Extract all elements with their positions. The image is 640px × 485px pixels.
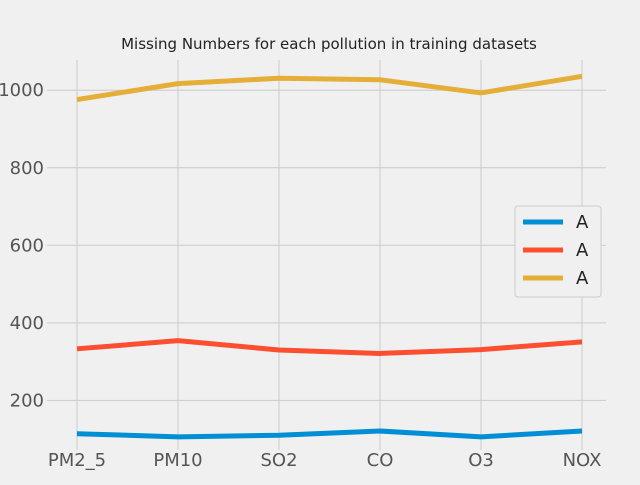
y-tick-label: 800 — [10, 158, 44, 179]
series-group — [77, 341, 582, 354]
x-tick-label: SO2 — [260, 450, 297, 471]
series-line — [77, 431, 582, 437]
x-tick-label: O3 — [468, 450, 494, 471]
x-tick-label: CO — [367, 450, 394, 471]
legend: AAA — [515, 206, 601, 297]
series-group — [77, 76, 582, 99]
y-tick-label: 1000 — [0, 80, 44, 101]
axis-ticks: 200 400 600 800 1000 PM2_5 PM10 SO2 CO O3 NOX — [0, 80, 601, 471]
y-tick-label: 200 — [10, 390, 44, 411]
y-tick-label: 600 — [10, 235, 44, 256]
legend-label: A — [576, 212, 589, 233]
x-tick-label: PM10 — [153, 450, 202, 471]
x-tick-label: NOX — [563, 450, 602, 471]
series-group — [77, 431, 582, 437]
chart-title: Missing Numbers for each pollution in tr… — [121, 35, 537, 53]
series-lines — [77, 76, 582, 437]
series-line — [77, 341, 582, 354]
series-line — [77, 76, 582, 99]
x-tick-label: PM2_5 — [48, 450, 106, 471]
legend-label: A — [576, 268, 589, 289]
legend-label: A — [576, 240, 589, 261]
y-tick-label: 400 — [10, 313, 44, 334]
